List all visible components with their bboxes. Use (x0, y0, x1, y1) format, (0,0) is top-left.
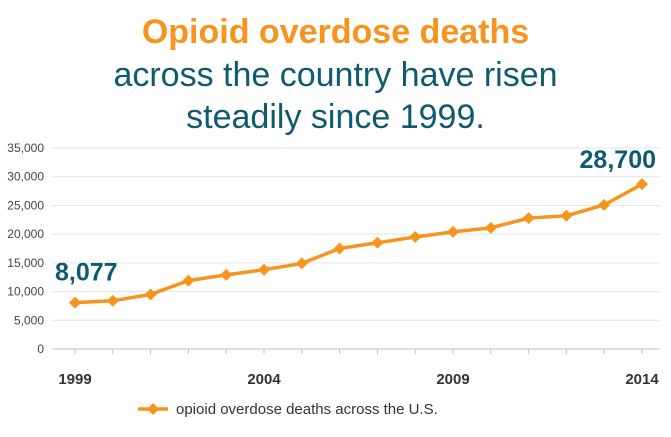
data-point (220, 268, 233, 281)
x-tick-label: 2004 (247, 371, 281, 388)
data-label: 28,700 (580, 146, 656, 174)
data-point (371, 236, 384, 249)
annotations: 8,077 28,700 (55, 146, 656, 286)
data-point (409, 231, 422, 244)
y-tick-label: 5,000 (14, 313, 44, 327)
y-axis-ticks: 0 5,000 10,000 15,000 20,000 25,000 30,000 35,0… (7, 141, 44, 356)
series-layer (69, 178, 648, 309)
legend: opioid overdose deaths across the U.S. (138, 401, 438, 418)
y-tick-label: 30,000 (7, 170, 44, 184)
legend-marker-swatch (147, 403, 159, 415)
data-point (560, 209, 573, 222)
y-tick-label: 35,000 (7, 141, 44, 155)
gridlines (52, 147, 660, 354)
data-point (598, 198, 611, 211)
data-point (447, 225, 459, 238)
data-point (258, 263, 270, 276)
title-line-3: steadily since 1999. (186, 98, 485, 136)
x-tick-label: 2014 (625, 371, 659, 388)
data-point (295, 257, 308, 270)
y-tick-label: 10,000 (7, 285, 44, 299)
data-point (144, 288, 157, 301)
x-tick-label: 2009 (436, 371, 469, 388)
data-point (636, 178, 648, 191)
data-point (484, 221, 497, 234)
legend-entry: opioid overdose deaths across the U.S. (176, 401, 438, 418)
data-label: 8,077 (55, 259, 118, 287)
title-line-1: Opioid overdose deaths (141, 13, 530, 51)
data-point (522, 212, 535, 225)
data-point (69, 296, 81, 309)
title-line-2: across the country have risen (113, 56, 558, 94)
data-point (182, 274, 195, 287)
y-tick-label: 20,000 (7, 227, 44, 241)
x-tick-label: 1999 (58, 371, 91, 388)
series-line (74, 182, 643, 305)
y-tick-label: 25,000 (7, 198, 44, 212)
data-point (106, 294, 119, 307)
y-tick-label: 15,000 (7, 256, 44, 270)
chart-title: Opioid overdose deaths across the countr… (0, 10, 671, 138)
x-axis-ticks: 1999 2004 2009 2014 (58, 371, 659, 388)
data-point (333, 242, 346, 255)
y-tick-label: 0 (37, 342, 44, 356)
